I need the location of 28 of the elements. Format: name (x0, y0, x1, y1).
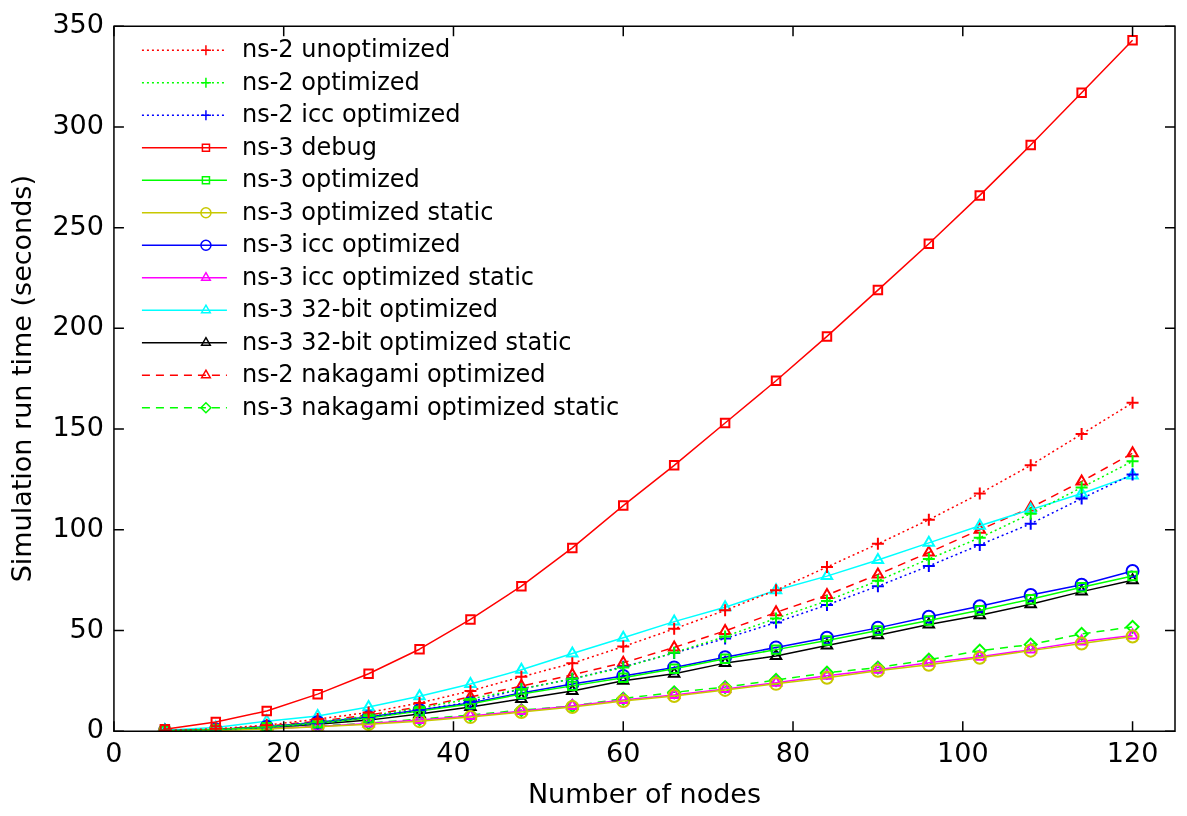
y-tick-label: 100 (52, 511, 104, 543)
y-tick-label: 0 (86, 713, 104, 745)
legend-label: ns-2 optimized (241, 67, 420, 96)
y-tick-label: 300 (52, 108, 104, 140)
legend-label: ns-2 nakagami optimized (241, 360, 546, 389)
y-axis-title: Simulation run time (seconds) (6, 175, 38, 583)
x-tick-label: 100 (937, 737, 989, 769)
x-tick-label: 60 (606, 737, 641, 769)
legend-label: ns-3 nakagami optimized static (241, 392, 620, 421)
x-axis-title: Number of nodes (527, 777, 762, 809)
legend-label: ns-2 icc optimized (241, 100, 461, 129)
y-tick-label: 200 (52, 310, 104, 342)
legend-label: ns-3 debug (241, 132, 377, 161)
y-tick-label: 350 (52, 8, 104, 40)
legend-label: ns-3 icc optimized static (241, 262, 535, 291)
legend-label: ns-2 unoptimized (241, 35, 451, 64)
y-tick-label: 50 (69, 612, 104, 644)
y-tick-label: 250 (52, 209, 104, 241)
legend-label: ns-3 icc optimized (241, 230, 461, 259)
x-tick-label: 20 (266, 737, 301, 769)
legend-label: ns-3 32-bit optimized static (241, 327, 572, 356)
x-tick-label: 80 (775, 737, 811, 769)
legend-label: ns-3 32-bit optimized (241, 295, 498, 324)
legend-label: ns-3 optimized (241, 165, 420, 194)
legend-label: ns-3 optimized static (241, 197, 494, 226)
y-tick-label: 150 (52, 411, 104, 443)
x-tick-label: 120 (1106, 737, 1159, 769)
x-tick-label: 40 (436, 737, 471, 769)
